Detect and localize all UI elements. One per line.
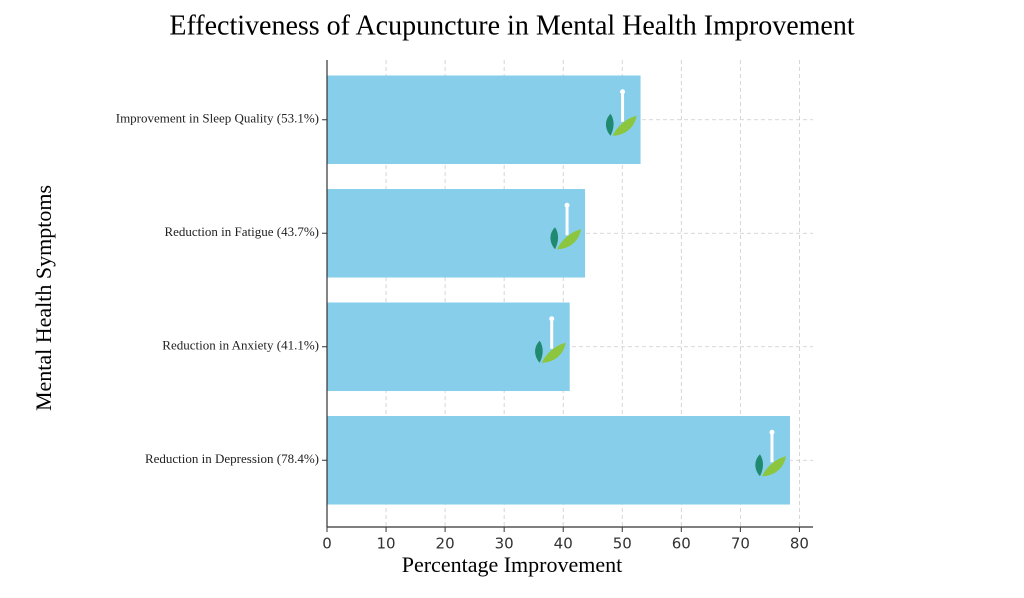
x-tick-label: 40 (554, 535, 573, 553)
x-tick-label: 30 (495, 535, 514, 553)
bar (327, 75, 641, 165)
icon (755, 429, 786, 477)
leaf-light (557, 229, 582, 250)
bar (327, 188, 586, 278)
needle-head (549, 316, 555, 322)
needle (770, 432, 774, 463)
leaf-dark (550, 227, 559, 250)
needle (565, 205, 569, 236)
y-axis-label: Mental Health Symptoms (31, 185, 56, 411)
x-tick-label: 50 (613, 535, 632, 553)
x-tick-label: 60 (672, 535, 691, 553)
leaf-dark (605, 113, 614, 136)
x-tick-label: 10 (377, 535, 396, 553)
needle-head (769, 429, 775, 435)
needle-head (564, 202, 570, 208)
icon (605, 89, 637, 136)
bar (327, 302, 570, 392)
needle (550, 318, 554, 349)
x-tick-label: 20 (436, 535, 455, 553)
y-tick-label: Reduction in Depression (78.4%) (145, 451, 319, 466)
y-tick-label: Improvement in Sleep Quality (53.1%) (116, 111, 319, 126)
chart-title: Effectiveness of Acupuncture in Mental H… (169, 10, 854, 41)
y-tick-label: Reduction in Fatigue (43.7%) (164, 224, 319, 239)
icon (535, 316, 566, 363)
x-tick-label: 0 (322, 535, 332, 553)
x-tick-label: 70 (731, 535, 750, 553)
leaf-dark (535, 340, 543, 363)
leaf-light (612, 115, 637, 136)
leaf-light (541, 342, 566, 363)
icon (550, 202, 582, 250)
leaf-light (761, 456, 786, 477)
bar (327, 415, 790, 505)
x-tick-label: 80 (790, 535, 809, 553)
y-tick-label: Reduction in Anxiety (41.1%) (162, 338, 319, 353)
needle (621, 91, 625, 122)
leaf-dark (755, 454, 763, 477)
x-axis-label: Percentage Improvement (402, 552, 623, 577)
needle-head (620, 89, 626, 95)
